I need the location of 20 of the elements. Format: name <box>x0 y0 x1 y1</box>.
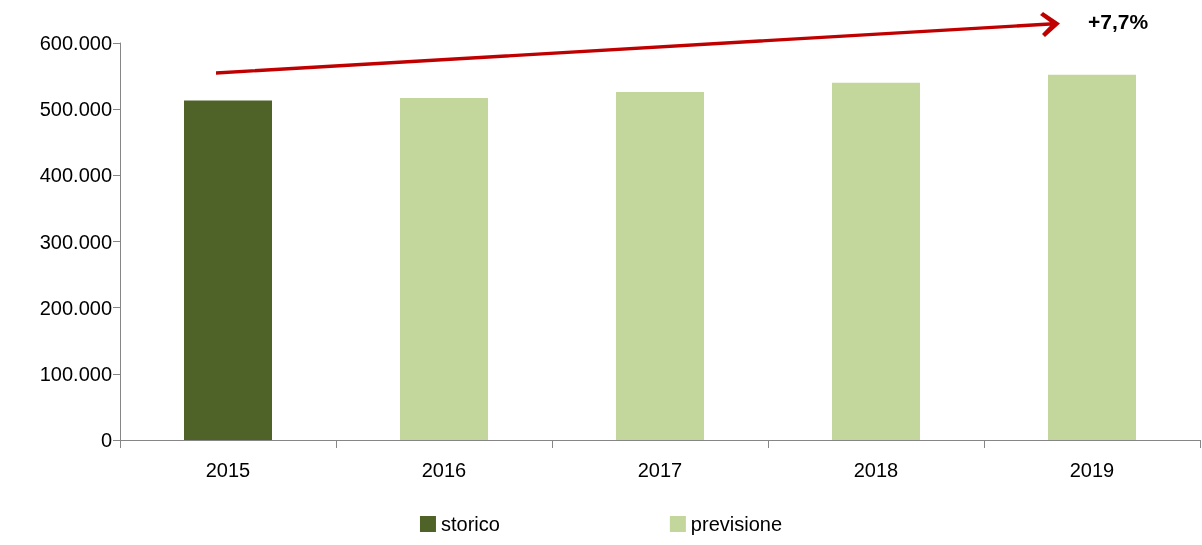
x-tick-label: 2016 <box>421 459 467 481</box>
bar <box>1048 74 1136 440</box>
y-tick-label: 500.000 <box>39 98 112 121</box>
bar <box>184 100 272 440</box>
text: +7,7% <box>1088 10 1149 34</box>
legend-label: storico <box>440 513 500 535</box>
x-tick-label: 2019 <box>1069 459 1115 481</box>
bar <box>832 82 920 440</box>
y-tick-label: 0 <box>100 429 112 451</box>
y-tick-label: 300.000 <box>39 230 112 253</box>
x-tick-label: 2015 <box>205 459 251 481</box>
y-tick-label: 600.000 <box>39 32 112 54</box>
y-tick-label: 200.000 <box>39 296 112 319</box>
x-tick-label: 2018 <box>853 459 899 481</box>
y-tick-label: 400.000 <box>39 164 112 187</box>
bar <box>616 91 704 440</box>
x-tick-label: 2017 <box>637 459 683 481</box>
bar <box>400 97 488 440</box>
legend-label: previsione <box>690 513 783 535</box>
y-tick-label: 100.000 <box>39 362 112 385</box>
